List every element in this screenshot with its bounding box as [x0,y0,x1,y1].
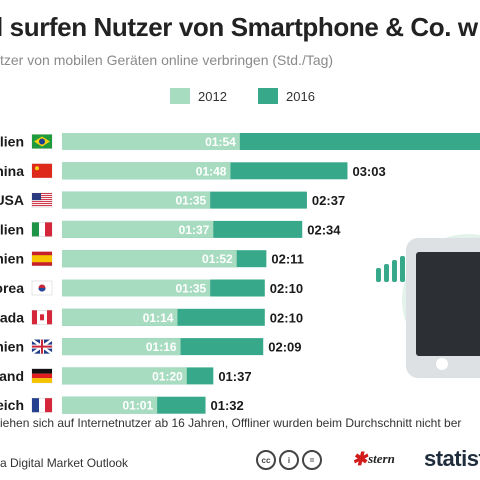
bar-row-1: hina 03:03 01:48 [0,162,386,180]
value-label-2012: 01:54 [205,135,236,149]
chart-subtitle: tzer von mobilen Geräten online verbring… [0,52,334,68]
category-label: ilien [0,134,24,150]
value-label-2012: 01:35 [175,194,206,208]
category-label: hien [0,339,24,355]
bar-row-5: orea 02:10 01:35 [0,279,303,297]
chart-title: l surfen Nutzer von Smartphone & Co. w [0,12,478,42]
flag-icon-italy [31,222,53,237]
smartphone-illustration [376,234,480,378]
flag-icon-france [31,397,53,413]
value-label-2012: 01:20 [152,369,183,383]
bar-2012 [62,250,237,268]
no-derivatives-icon: = [302,450,322,470]
bar-row-0: ilien 01:54 [0,133,480,150]
flag-icon-usa [31,192,53,208]
category-label: hina [0,163,24,179]
value-label-2012: 01:16 [146,340,177,354]
star-icon: ✱ [352,449,368,469]
attribution-icon: i [279,450,299,470]
license-icons[interactable]: cc i = [256,450,322,470]
bar-row-3: alien 02:34 01:37 [0,220,341,238]
flag-icon-china [31,163,53,179]
value-label-2016: 02:11 [271,252,304,267]
statista-logo[interactable]: statist [424,446,480,471]
bar-2012 [62,220,214,238]
legend-item-2016: 2016 [258,88,315,104]
category-label: eich [0,397,24,413]
bar-row-8: and 01:37 01:20 [0,367,252,385]
value-label-2016: 02:10 [270,310,303,325]
legend-item-2012: 2012 [170,88,227,104]
value-label-2016: 01:32 [211,398,244,413]
stern-logo-text: stern [368,451,395,466]
bar-2012 [62,396,158,414]
bar-2012 [62,367,187,385]
category-label: alien [0,221,24,237]
legend-label-2012: 2012 [198,88,227,104]
flag-icon-germany [31,368,53,384]
bar-2012 [62,133,240,150]
bar-row-6: nada 02:10 01:14 [0,308,303,326]
flag-icon-spain [31,251,53,266]
flag-icon-canada [31,310,53,325]
legend-swatch-2016 [258,88,278,104]
value-label-2012: 01:52 [202,252,233,266]
bar-2012 [62,338,181,356]
value-label-2012: 01:14 [143,311,174,325]
legend-swatch-2012 [170,88,190,104]
value-label-2016: 02:34 [307,222,341,237]
bar-chart: ilien 01:54 hina 03:03 01:48 USA 02:37 01:35 ali… [0,133,480,414]
bar-2012 [62,308,178,326]
cc-icon: cc [256,450,276,470]
value-label-2016: 02:37 [312,193,345,208]
bar-row-9: eich 01:32 01:01 [0,396,244,414]
bar-2012 [62,162,231,180]
value-label-2016: 02:09 [268,340,301,355]
bar-row-2: USA 02:37 01:35 [0,191,345,209]
category-label: orea [0,280,24,296]
bar-2012 [62,279,211,297]
stern-logo[interactable]: ✱ stern [352,450,395,468]
footnote: iehen sich auf Internetnutzer ab 16 Jahr… [0,416,462,430]
legend-label-2016: 2016 [286,88,315,104]
value-label-2016: 02:10 [270,281,303,296]
flag-icon-brazil [31,134,53,149]
category-label: hien [0,251,24,267]
category-label: and [0,368,24,384]
flag-icon-uk [31,338,53,355]
value-label-2016: 03:03 [352,164,385,179]
source-text: a Digital Market Outlook [0,456,129,470]
bar-row-4: hien 02:11 01:52 [0,250,304,268]
value-label-2012: 01:37 [179,223,210,237]
smartphone-icon [406,238,480,378]
value-label-2012: 01:35 [175,282,206,296]
flag-icon-korea [31,280,53,296]
category-label: nada [0,309,24,325]
bar-row-7: hien 02:09 01:16 [0,338,301,356]
value-label-2012: 01:01 [122,399,153,413]
value-label-2016: 01:37 [218,369,251,384]
category-label: USA [0,192,24,208]
bar-2012 [62,191,211,209]
value-label-2012: 01:48 [196,164,227,178]
